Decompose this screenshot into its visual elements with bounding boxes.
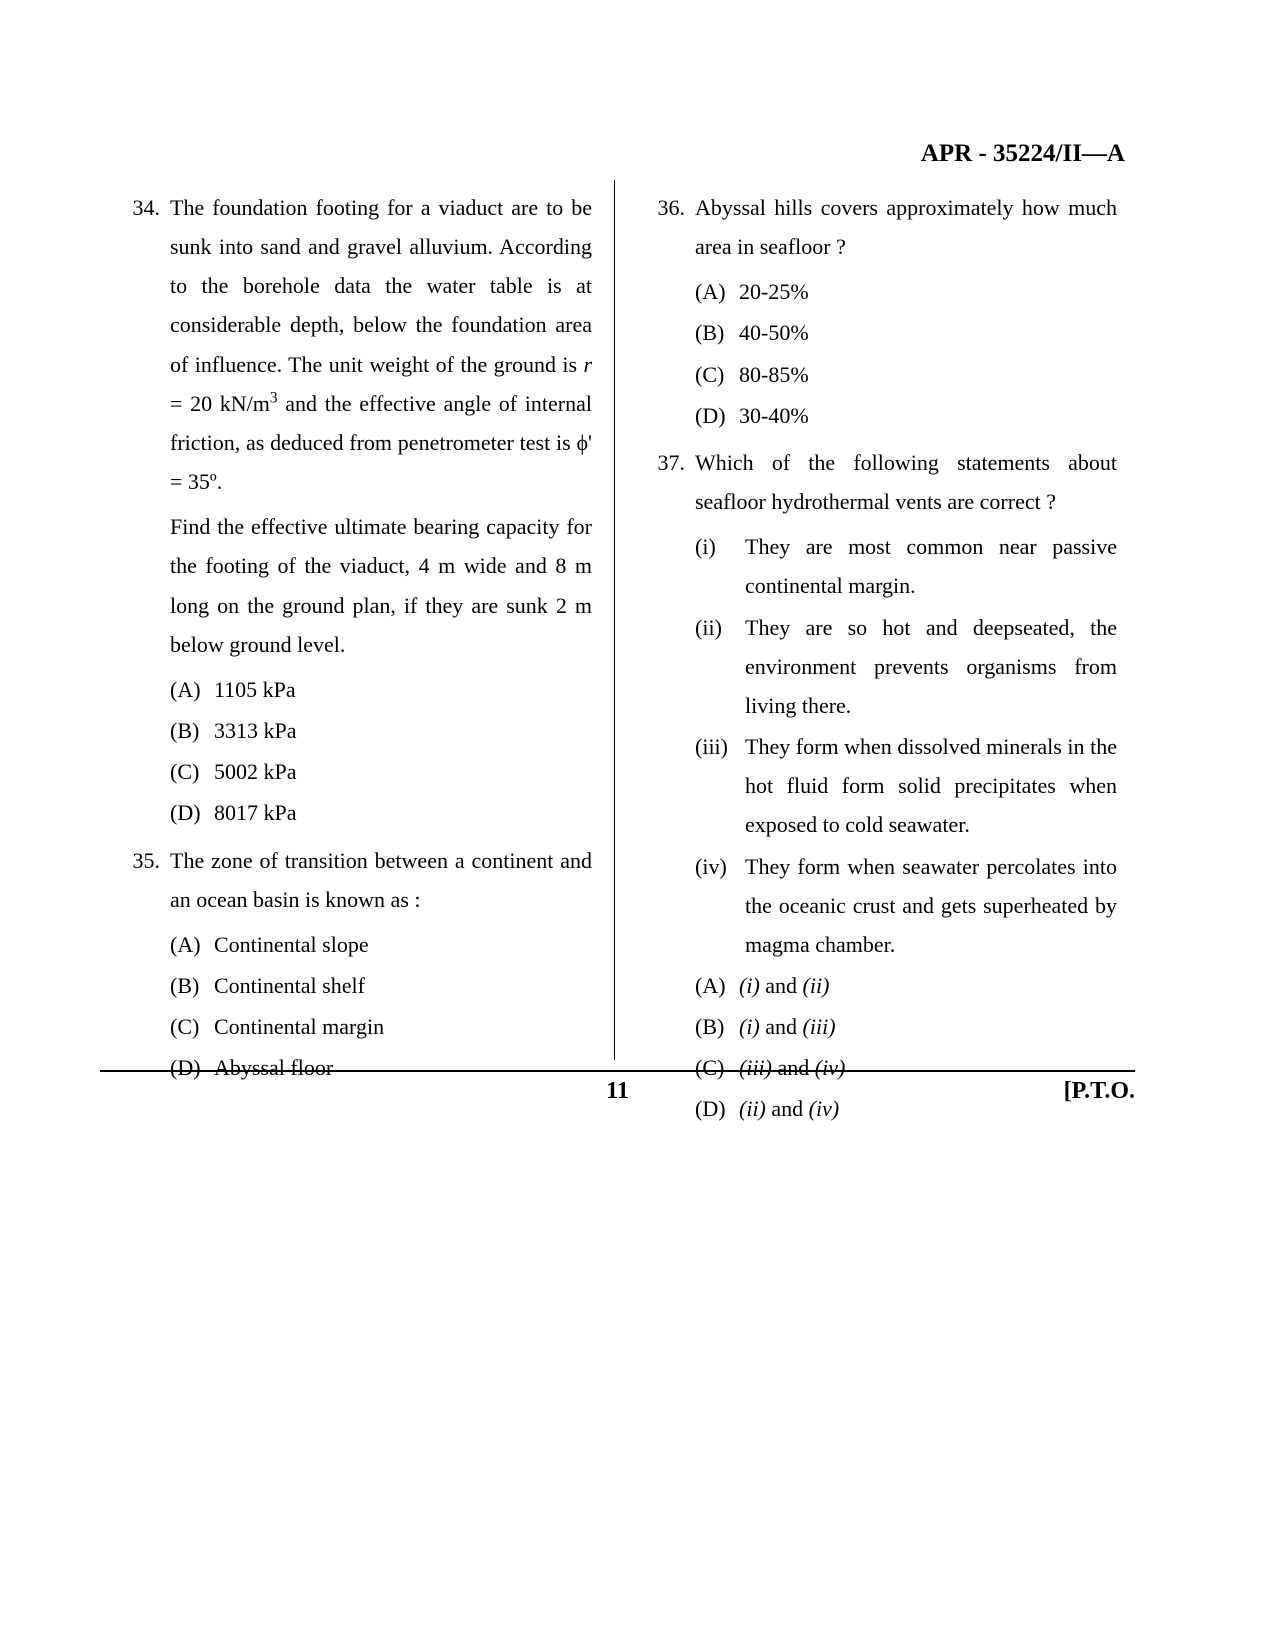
- roman: (i): [739, 973, 760, 998]
- question-body: Abyssal hills covers approximately how m…: [695, 188, 1117, 437]
- option-label: (D): [695, 396, 739, 435]
- option-text: Continental slope: [214, 925, 592, 964]
- option-label: (B): [170, 711, 214, 750]
- statement-text: They form when seawater percolates into …: [745, 847, 1117, 964]
- question-number: 35.: [118, 841, 170, 1090]
- question-body: The zone of transition between a contine…: [170, 841, 592, 1090]
- option-text: Continental margin: [214, 1007, 592, 1046]
- phi-prime: ϕ': [576, 430, 592, 455]
- option-a: (A)(i) and (ii): [695, 966, 1117, 1005]
- options: (A)Continental slope (B)Continental shel…: [170, 925, 592, 1088]
- roman: iii: [702, 734, 720, 759]
- option-text: 30-40%: [739, 396, 1117, 435]
- roman: (ii): [803, 973, 830, 998]
- option-a: (A)1105 kPa: [170, 670, 592, 709]
- option-text: (i) and (ii): [739, 966, 1117, 1005]
- question-35: 35. The zone of transition between a con…: [118, 841, 592, 1090]
- and: and: [760, 1014, 803, 1039]
- option-label: (A): [170, 925, 214, 964]
- option-b: (B)Continental shelf: [170, 966, 592, 1005]
- question-number: 34.: [118, 188, 170, 835]
- roman: (iv): [815, 1055, 846, 1080]
- option-text: 3313 kPa: [214, 711, 592, 750]
- option-label: (A): [170, 670, 214, 709]
- statement-i: (i)They are most common near passive con…: [695, 527, 1117, 605]
- question-37: 37. Which of the following statements ab…: [643, 443, 1117, 1131]
- statement-text: They are most common near passive contin…: [745, 527, 1117, 605]
- option-label: (B): [695, 1007, 739, 1046]
- option-b: (B)40-50%: [695, 313, 1117, 352]
- roman: (iii): [803, 1014, 836, 1039]
- option-b: (B)3313 kPa: [170, 711, 592, 750]
- text: The foundation footing for a viaduct are…: [170, 195, 592, 377]
- option-label: (B): [170, 966, 214, 1005]
- roman: (i): [739, 1014, 760, 1039]
- question-text: The zone of transition between a contine…: [170, 841, 592, 919]
- statement-iv: (iv)They form when seawater percolates i…: [695, 847, 1117, 964]
- var-r: r: [583, 352, 592, 377]
- statement-label: (ii): [695, 608, 745, 725]
- option-label: (D): [170, 793, 214, 832]
- statements: (i)They are most common near passive con…: [695, 527, 1117, 964]
- question-text: Abyssal hills covers approximately how m…: [695, 188, 1117, 266]
- option-text: 8017 kPa: [214, 793, 592, 832]
- option-label: (C): [170, 752, 214, 791]
- statement-iii: (iii)They form when dissolved minerals i…: [695, 727, 1117, 844]
- option-label: (A): [695, 966, 739, 1005]
- statement-text: They are so hot and deepseated, the envi…: [745, 608, 1117, 725]
- option-label: (A): [695, 272, 739, 311]
- question-36: 36. Abyssal hills covers approximately h…: [643, 188, 1117, 437]
- paper-code-header: APR - 35224/II—A: [921, 140, 1125, 168]
- right-column: 36. Abyssal hills covers approximately h…: [615, 180, 1135, 1060]
- roman: ii: [702, 615, 714, 640]
- question-34: 34. The foundation footing for a viaduct…: [118, 188, 592, 835]
- question-body: Which of the following statements about …: [695, 443, 1117, 1131]
- option-d: (D)8017 kPa: [170, 793, 592, 832]
- statement-label: (i): [695, 527, 745, 605]
- superscript-3: 3: [270, 389, 278, 406]
- roman: (iii): [739, 1055, 772, 1080]
- option-text: 1105 kPa: [214, 670, 592, 709]
- option-b: (B)(i) and (iii): [695, 1007, 1117, 1046]
- option-c: (C)Continental margin: [170, 1007, 592, 1046]
- text: = 20 kN/m: [170, 391, 270, 416]
- option-text: (i) and (iii): [739, 1007, 1117, 1046]
- option-text: 20-25%: [739, 272, 1117, 311]
- option-a: (A)Continental slope: [170, 925, 592, 964]
- question-body: The foundation footing for a viaduct are…: [170, 188, 592, 835]
- option-a: (A)20-25%: [695, 272, 1117, 311]
- statement-text: They form when dissolved minerals in the…: [745, 727, 1117, 844]
- two-column-content: 34. The foundation footing for a viaduct…: [100, 180, 1135, 1060]
- option-text: 5002 kPa: [214, 752, 592, 791]
- statement-label: (iv): [695, 847, 745, 964]
- question-number: 36.: [643, 188, 695, 437]
- left-column: 34. The foundation footing for a viaduct…: [100, 180, 615, 1060]
- question-number: 37.: [643, 443, 695, 1131]
- option-d: (D)30-40%: [695, 396, 1117, 435]
- option-label: (B): [695, 313, 739, 352]
- pto: [P.T.O.: [1064, 1078, 1135, 1105]
- text: = 35º.: [170, 469, 222, 494]
- page-footer: 11 [P.T.O.: [100, 1078, 1135, 1105]
- options: (A)1105 kPa (B)3313 kPa (C)5002 kPa (D)8…: [170, 670, 592, 833]
- question-para-2: Find the effective ultimate bearing capa…: [170, 507, 592, 664]
- options: (A)20-25% (B)40-50% (C)80-85% (D)30-40%: [695, 272, 1117, 435]
- question-text: Which of the following statements about …: [695, 443, 1117, 521]
- statement-ii: (ii)They are so hot and deepseated, the …: [695, 608, 1117, 725]
- roman: iv: [702, 854, 719, 879]
- and: and: [772, 1055, 815, 1080]
- statement-label: (iii): [695, 727, 745, 844]
- option-c: (C)80-85%: [695, 355, 1117, 394]
- question-para-1: The foundation footing for a viaduct are…: [170, 188, 592, 501]
- option-c: (C)5002 kPa: [170, 752, 592, 791]
- exam-page: APR - 35224/II—A 34. The foundation foot…: [0, 0, 1275, 1650]
- page-number: 11: [606, 1078, 629, 1105]
- and: and: [760, 973, 803, 998]
- footer-rule: [100, 1070, 1135, 1072]
- option-label: (C): [170, 1007, 214, 1046]
- option-text: Continental shelf: [214, 966, 592, 1005]
- option-text: 80-85%: [739, 355, 1117, 394]
- option-label: (C): [695, 355, 739, 394]
- option-text: 40-50%: [739, 313, 1117, 352]
